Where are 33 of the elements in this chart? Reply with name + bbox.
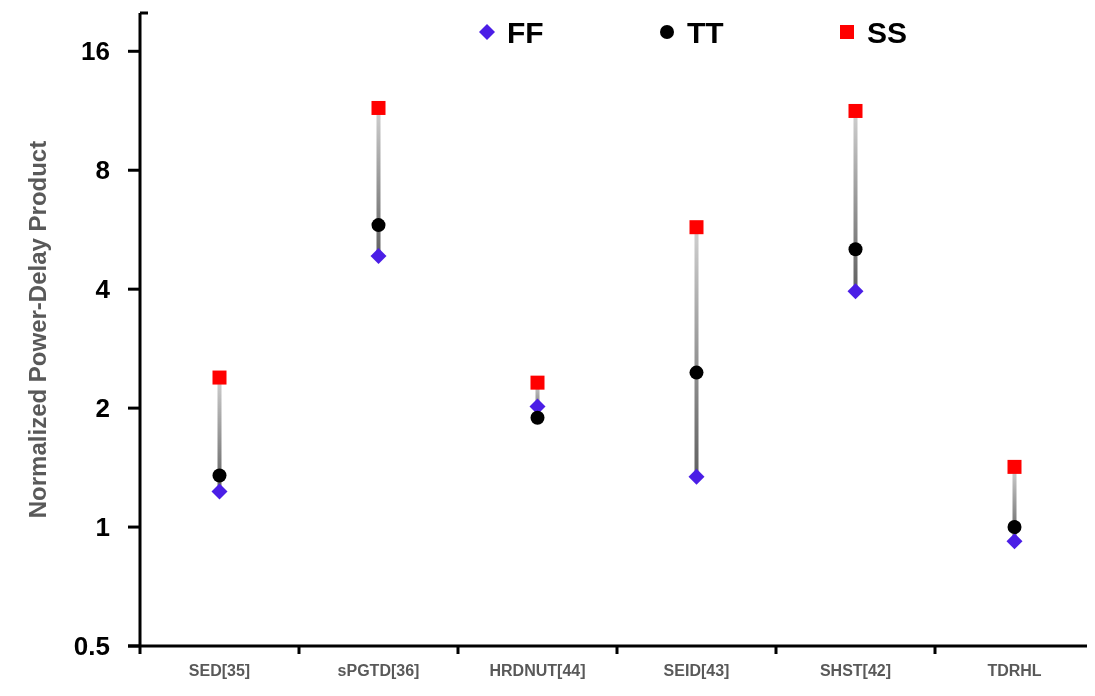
legend-label: SS (867, 15, 908, 49)
point (689, 220, 704, 235)
point (530, 410, 545, 425)
point (212, 370, 227, 385)
legend-label: TT (687, 15, 724, 49)
y-axis-title: Normalized Power-Delay Product (24, 140, 52, 519)
point (1006, 533, 1023, 550)
x-tick-label: sPGTD[36] (337, 662, 420, 679)
point (211, 483, 228, 500)
x-tick-label: SED[35] (188, 662, 251, 679)
x-tick-label: SEID[43] (663, 662, 730, 679)
point (371, 100, 386, 115)
y-tick-label: 4 (95, 274, 111, 305)
point (847, 283, 864, 300)
x-tick-label: TDRHL (987, 662, 1042, 679)
point (371, 218, 386, 233)
point (848, 103, 863, 118)
x-tick-label: HRDNUT[44] (489, 662, 586, 679)
y-tick-label: 1 (95, 512, 110, 543)
y-tick-label: 8 (95, 155, 110, 186)
point (848, 242, 863, 257)
point (530, 375, 545, 390)
point (689, 365, 704, 380)
y-tick-label: 0.5 (73, 631, 110, 662)
y-tick-label: 2 (95, 393, 110, 424)
point (1007, 459, 1022, 474)
point (212, 468, 227, 483)
point (1007, 520, 1022, 535)
point (370, 248, 387, 265)
point (688, 468, 705, 485)
y-tick-label: 16 (81, 36, 110, 67)
x-tick-label: SHST[42] (819, 662, 892, 679)
legend-label: FF (507, 15, 544, 49)
